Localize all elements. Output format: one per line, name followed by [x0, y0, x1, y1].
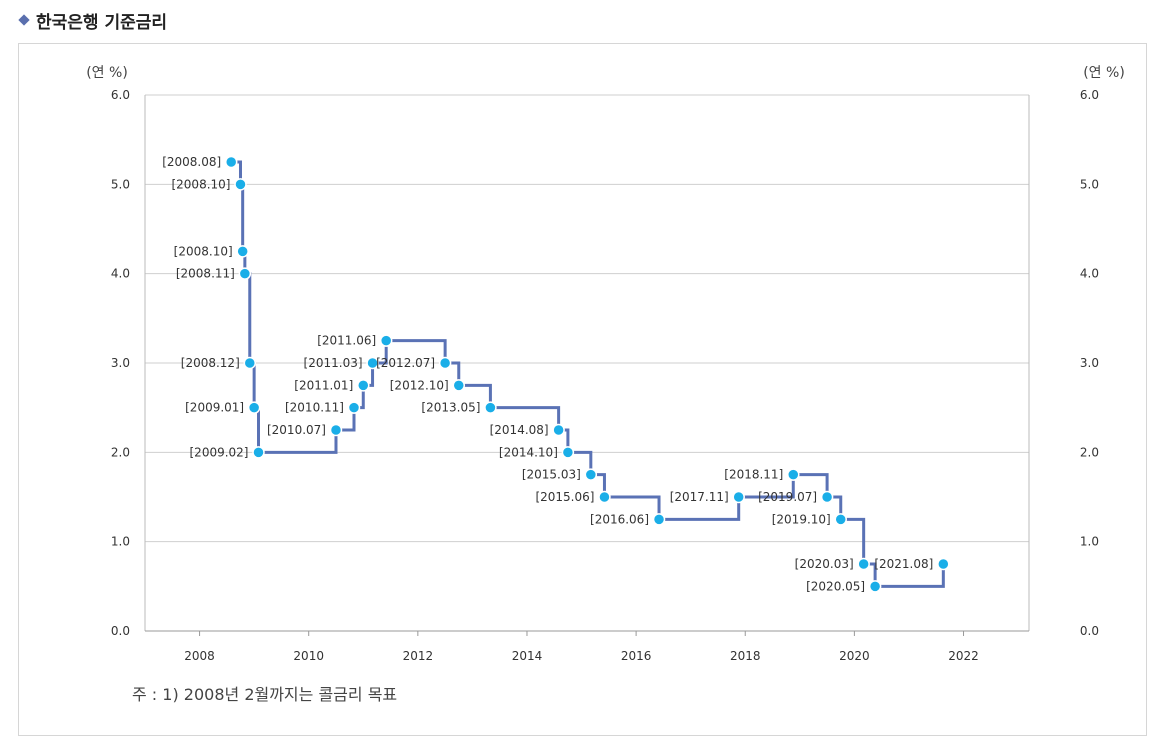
data-label: [2012.10] [390, 378, 449, 392]
x-tick-label: 2016 [621, 649, 652, 663]
data-point [552, 423, 565, 437]
data-point [438, 356, 452, 370]
data-point [652, 513, 666, 526]
data-point [787, 468, 800, 481]
data-point [598, 490, 611, 504]
x-tick-label: 2020 [839, 649, 870, 663]
data-point [347, 401, 361, 414]
y-tick-label-left: 1.0 [111, 535, 130, 549]
data-label: [2008.10] [171, 177, 230, 191]
data-point [834, 513, 847, 526]
y-tick-label-left: 4.0 [111, 267, 130, 281]
chart-header: 한국은행 기준금리 [18, 7, 167, 33]
data-label: [2021.08] [874, 557, 933, 571]
data-point [857, 557, 870, 571]
data-point [868, 580, 882, 593]
data-label: [2020.05] [806, 579, 865, 593]
data-label: [2010.07] [267, 423, 326, 437]
data-label: [2011.06] [317, 334, 376, 348]
data-label: [2018.11] [724, 468, 783, 482]
x-tick-label: 2008 [184, 649, 215, 663]
data-point [224, 155, 238, 169]
x-tick-label: 2022 [948, 649, 979, 663]
data-label: [2020.03] [795, 557, 854, 571]
data-point [247, 401, 261, 414]
y-tick-label-left: 0.0 [111, 624, 130, 638]
data-point [561, 446, 575, 459]
data-point [329, 423, 343, 437]
data-label: [2019.07] [758, 490, 817, 504]
data-label: [2014.10] [499, 445, 558, 459]
data-label: [2009.01] [185, 401, 244, 415]
data-point [252, 446, 265, 459]
data-point [366, 356, 379, 370]
data-label: [2013.05] [421, 401, 480, 415]
data-label: [2011.01] [294, 378, 353, 392]
data-label: [2008.12] [181, 356, 240, 370]
y-tick-label-right: 2.0 [1080, 445, 1099, 459]
y-tick-label-right: 5.0 [1080, 177, 1099, 191]
y-tick-label-right: 0.0 [1080, 624, 1099, 638]
x-tick-label: 2012 [403, 649, 434, 663]
data-point [236, 245, 249, 258]
data-label: [2015.03] [522, 468, 581, 482]
y-tick-label-left: 5.0 [111, 177, 130, 191]
data-point [584, 468, 598, 481]
data-point [379, 334, 393, 347]
y-tick-label-right: 1.0 [1080, 535, 1099, 549]
data-label: [2009.02] [190, 445, 249, 459]
data-point [820, 490, 834, 504]
data-label: [2008.10] [174, 244, 233, 258]
data-label: [2010.11] [285, 401, 344, 415]
data-label: [2014.08] [490, 423, 549, 437]
data-point [234, 178, 247, 191]
data-point [238, 267, 252, 280]
data-label: [2016.06] [590, 512, 649, 526]
chart-title: 한국은행 기준금리 [36, 12, 168, 33]
y-tick-label-right: 6.0 [1080, 88, 1099, 102]
footnote: 주 : 1) 2008년 2월까지는 콜금리 목표 [132, 685, 398, 704]
data-point [732, 490, 745, 504]
data-point [452, 379, 466, 392]
data-label: [2012.07] [376, 356, 435, 370]
data-label: [2017.11] [670, 490, 729, 504]
data-point [937, 557, 950, 571]
data-point [484, 401, 497, 414]
y-tick-label-left: 2.0 [111, 445, 130, 459]
x-tick-label: 2010 [293, 649, 324, 663]
data-point [243, 356, 257, 370]
x-tick-label: 2014 [512, 649, 543, 663]
data-label: [2019.10] [772, 512, 831, 526]
y-tick-label-left: 3.0 [111, 356, 130, 370]
y-axis-unit-right: (연 %) [1083, 65, 1125, 81]
x-tick-label: 2018 [730, 649, 761, 663]
data-point [357, 379, 370, 392]
data-label: [2015.06] [535, 490, 594, 504]
y-tick-label-right: 4.0 [1080, 267, 1099, 281]
data-label: [2008.11] [176, 267, 235, 281]
data-label: [2011.03] [304, 356, 363, 370]
chart-panel [18, 43, 1147, 736]
y-tick-label-right: 3.0 [1080, 356, 1099, 370]
y-axis-unit-left: (연 %) [86, 65, 128, 81]
y-tick-label-left: 6.0 [111, 88, 130, 102]
data-label: [2008.08] [162, 155, 221, 169]
